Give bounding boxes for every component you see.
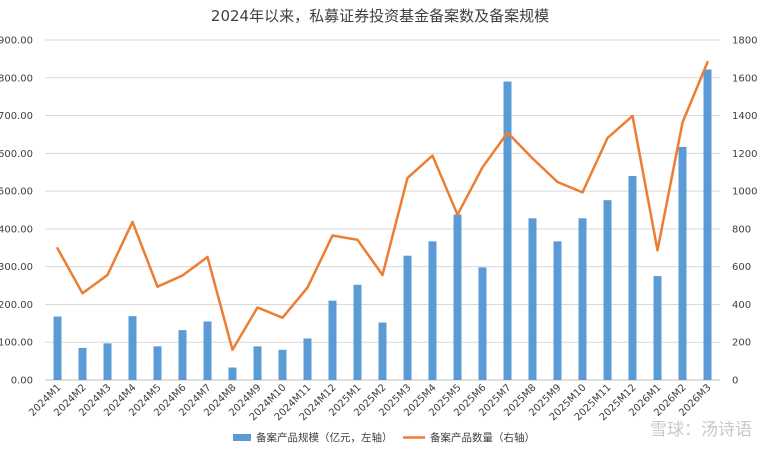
- bar: [528, 218, 537, 380]
- bar: [103, 343, 112, 380]
- x-axis: 2024M12024M22024M32024M42024M52024M62024…: [27, 382, 713, 423]
- bar: [628, 176, 637, 380]
- bar: [403, 255, 412, 380]
- y-right-tick-label: 1800: [732, 36, 757, 47]
- bar: [353, 284, 362, 380]
- y-right-tick-label: 1600: [732, 73, 757, 84]
- legend-bar-label: 备案产品规模（亿元，左轴）: [256, 431, 393, 444]
- y-left-tick-label: 600.00: [0, 149, 33, 160]
- bar: [228, 367, 237, 380]
- bar: [603, 200, 612, 380]
- bar: [328, 300, 337, 380]
- bar: [303, 338, 312, 380]
- y-right-tick-label: 0: [732, 376, 738, 387]
- y-axis-left: 0.00 100.00 200.00 300.00 400.00 500.00 600.00…: [0, 36, 33, 387]
- legend-line-label: 备案产品数量（右轴）: [430, 431, 535, 444]
- bar: [78, 347, 87, 380]
- y-right-tick-label: 400: [732, 300, 751, 311]
- bar-series: [53, 69, 712, 381]
- bar: [153, 346, 162, 380]
- bar: [453, 214, 462, 380]
- y-right-tick-label: 1400: [732, 111, 757, 122]
- bar: [553, 241, 562, 380]
- y-left-tick-label: 200.00: [0, 300, 33, 311]
- bar: [703, 69, 712, 380]
- bar: [53, 316, 62, 380]
- y-left-tick-label: 400.00: [0, 224, 33, 235]
- bar: [653, 276, 662, 380]
- y-right-tick-label: 600: [732, 262, 751, 273]
- bar: [428, 241, 437, 380]
- y-left-tick-label: 700.00: [0, 111, 33, 122]
- y-right-tick-label: 200: [732, 338, 751, 349]
- y-axis-right: 0 200 400 600 800 1000 1200 1400 1600 1800: [732, 36, 757, 387]
- y-left-tick-label: 500.00: [0, 187, 33, 198]
- bar: [178, 330, 187, 380]
- bar: [278, 349, 287, 380]
- y-left-tick-label: 100.00: [0, 338, 33, 349]
- bar: [578, 218, 587, 380]
- y-left-tick-label: 0.00: [11, 376, 33, 387]
- y-left-tick-label: 800.00: [0, 73, 33, 84]
- line-series: [56, 60, 709, 352]
- y-right-tick-label: 1200: [732, 149, 757, 160]
- bar: [503, 81, 512, 381]
- bar: [203, 321, 212, 380]
- y-left-tick-label: 900.00: [0, 36, 33, 47]
- bar: [128, 316, 137, 380]
- y-left-tick-label: 300.00: [0, 262, 33, 273]
- bar: [678, 146, 687, 380]
- watermark: 雪球：汤诗语: [650, 420, 752, 440]
- chart-title: 2024年以来，私募证券投资基金备案数及备案规模: [211, 7, 549, 25]
- y-right-tick-label: 800: [732, 224, 751, 235]
- bar: [478, 267, 487, 380]
- bar: [378, 322, 387, 380]
- gridlines: [45, 39, 720, 381]
- legend-bar-swatch: [233, 434, 251, 441]
- bar: [253, 346, 262, 380]
- y-right-tick-label: 1000: [732, 187, 757, 198]
- legend: 备案产品规模（亿元，左轴） 备案产品数量（右轴）: [233, 431, 535, 444]
